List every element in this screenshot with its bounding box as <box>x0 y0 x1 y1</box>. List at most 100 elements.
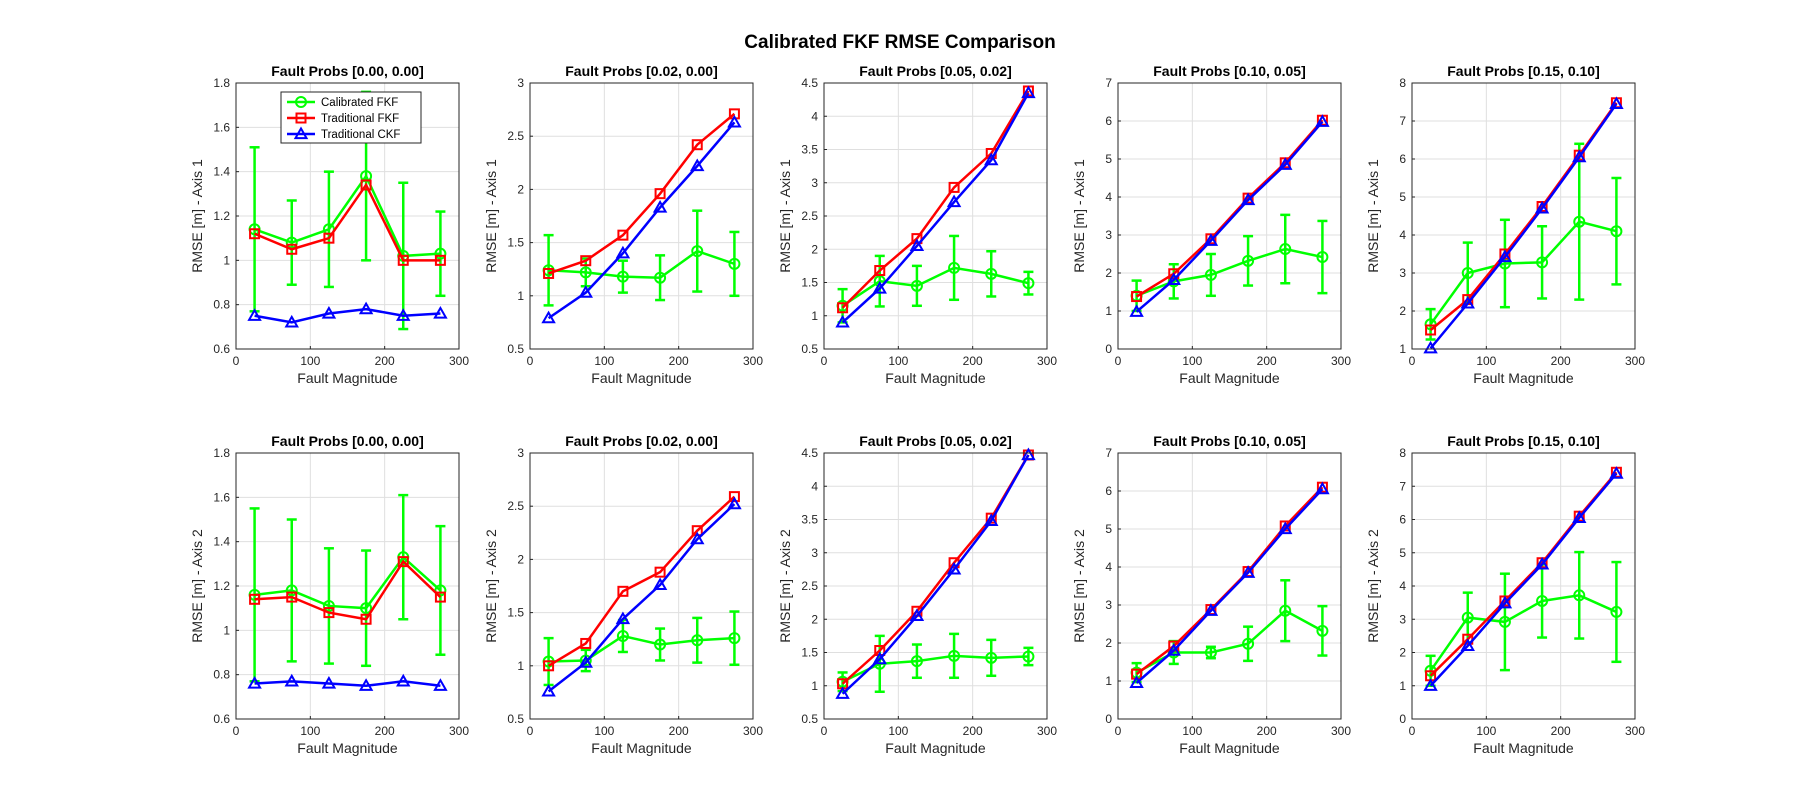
data-point <box>247 308 262 321</box>
series-line <box>841 454 1030 695</box>
y-tick-label: 1 <box>1105 674 1112 688</box>
x-tick-label: 100 <box>300 724 320 738</box>
series-line <box>254 182 441 262</box>
data-point <box>617 229 629 241</box>
series-line <box>841 266 1029 307</box>
y-tick-label: 1.4 <box>213 165 230 179</box>
data-point <box>652 577 668 591</box>
data-point <box>615 245 631 259</box>
data-point <box>690 531 705 545</box>
data-point <box>433 678 448 691</box>
y-tick-label: 7 <box>1105 76 1112 90</box>
y-tick-label: 0.5 <box>507 342 524 356</box>
x-tick-label: 200 <box>1257 354 1277 368</box>
y-tick-label: 4 <box>1399 579 1406 593</box>
y-tick-label: 1 <box>1105 304 1112 318</box>
data-point <box>1460 295 1475 309</box>
data-point <box>985 651 998 664</box>
data-point <box>948 181 960 193</box>
data-point <box>1131 291 1143 303</box>
data-point <box>911 233 923 245</box>
y-tick-label: 7 <box>1399 114 1406 128</box>
plot-area <box>1118 83 1341 349</box>
y-tick-label: 4 <box>811 109 818 123</box>
y-tick-label: 6 <box>1399 152 1406 166</box>
subplot-title: Fault Probs [0.02, 0.00] <box>565 63 718 79</box>
data-point <box>1534 200 1550 214</box>
y-tick-label: 3 <box>1399 266 1406 280</box>
data-point <box>433 306 448 319</box>
plot-frame <box>529 82 754 350</box>
y-axis-label: RMSE [m] - Axis 2 <box>189 529 205 643</box>
subplot-4: 0 100 200 300 0 1 2 3 4 5 6 7 Fault Probs [0.10, 0.0… <box>1071 63 1351 386</box>
x-tick-label: 0 <box>1115 354 1122 368</box>
y-tick-label: 3 <box>811 546 818 560</box>
x-tick-label: 0 <box>821 354 828 368</box>
data-point <box>1279 604 1292 617</box>
x-tick-label: 0 <box>527 724 534 738</box>
legend-label: Traditional CKF <box>321 129 400 141</box>
y-tick-label: 2.5 <box>801 579 818 593</box>
data-point <box>946 561 962 575</box>
data-point <box>358 301 374 315</box>
series-line <box>547 495 736 667</box>
subplot-title: Fault Probs [0.00, 0.00] <box>271 63 424 79</box>
error-bar <box>435 210 446 298</box>
y-axis-label: RMSE [m] - Axis 2 <box>1071 529 1087 643</box>
data-point <box>1423 678 1438 691</box>
series-calibrated-fkf <box>1424 550 1623 687</box>
y-tick-label: 5 <box>1399 546 1406 560</box>
x-tick-label: 200 <box>375 354 395 368</box>
y-tick-label: 1 <box>517 289 524 303</box>
data-point <box>691 139 703 151</box>
data-point <box>654 188 666 200</box>
x-tick-label: 0 <box>821 724 828 738</box>
x-tick-label: 200 <box>669 724 689 738</box>
plot-area <box>1118 453 1341 719</box>
y-tick-label: 3 <box>811 176 818 190</box>
data-point <box>541 310 556 324</box>
data-point <box>1461 267 1474 279</box>
plot-frame <box>1117 82 1342 350</box>
x-tick-label: 100 <box>594 724 614 738</box>
y-tick-label: 1 <box>811 679 818 693</box>
subplot-3: 0 100 200 300 0.5 1 1.5 2 2.5 3 3.5 4 4.5 Fault Probs… <box>777 63 1057 386</box>
y-tick-label: 1 <box>811 309 818 323</box>
y-tick-label: 1.2 <box>213 209 230 223</box>
data-point <box>946 194 962 208</box>
y-tick-label: 2 <box>517 182 524 196</box>
data-point <box>654 566 666 578</box>
legend-marker <box>295 96 307 108</box>
series-traditional-ckf <box>247 301 448 328</box>
legend-label: Traditional FKF <box>321 113 399 125</box>
data-point <box>1166 643 1181 656</box>
data-point <box>835 314 850 328</box>
x-tick-label: 0 <box>233 724 240 738</box>
y-axis-label: RMSE [m] - Axis 2 <box>483 529 499 643</box>
y-tick-label: 1.5 <box>507 236 524 250</box>
plot-frame <box>529 452 754 720</box>
data-point <box>396 308 411 321</box>
legend: Calibrated FKF Traditional FKF Traditional… <box>280 91 422 144</box>
data-point <box>617 585 629 597</box>
y-tick-label: 3.5 <box>801 513 818 527</box>
data-point <box>654 271 667 284</box>
y-tick-label: 0.5 <box>801 342 818 356</box>
x-axis-label: Fault Magnitude <box>1179 370 1280 386</box>
data-point <box>1240 565 1256 578</box>
series-line <box>1429 103 1618 350</box>
y-axis-label: RMSE [m] - Axis 2 <box>777 529 793 643</box>
data-point <box>434 591 446 603</box>
data-point <box>578 285 593 298</box>
y-tick-label: 4 <box>1399 228 1406 242</box>
x-tick-label: 300 <box>1037 354 1057 368</box>
y-axis-label: RMSE [m] - Axis 1 <box>777 159 793 273</box>
data-point <box>1166 272 1181 285</box>
y-tick-label: 4.5 <box>801 76 818 90</box>
x-axis-label: Fault Magnitude <box>591 370 692 386</box>
y-tick-label: 3 <box>1105 228 1112 242</box>
data-point <box>1610 605 1623 618</box>
error-bar <box>1317 219 1328 295</box>
y-tick-label: 4 <box>1105 560 1112 574</box>
series-line <box>548 112 736 275</box>
